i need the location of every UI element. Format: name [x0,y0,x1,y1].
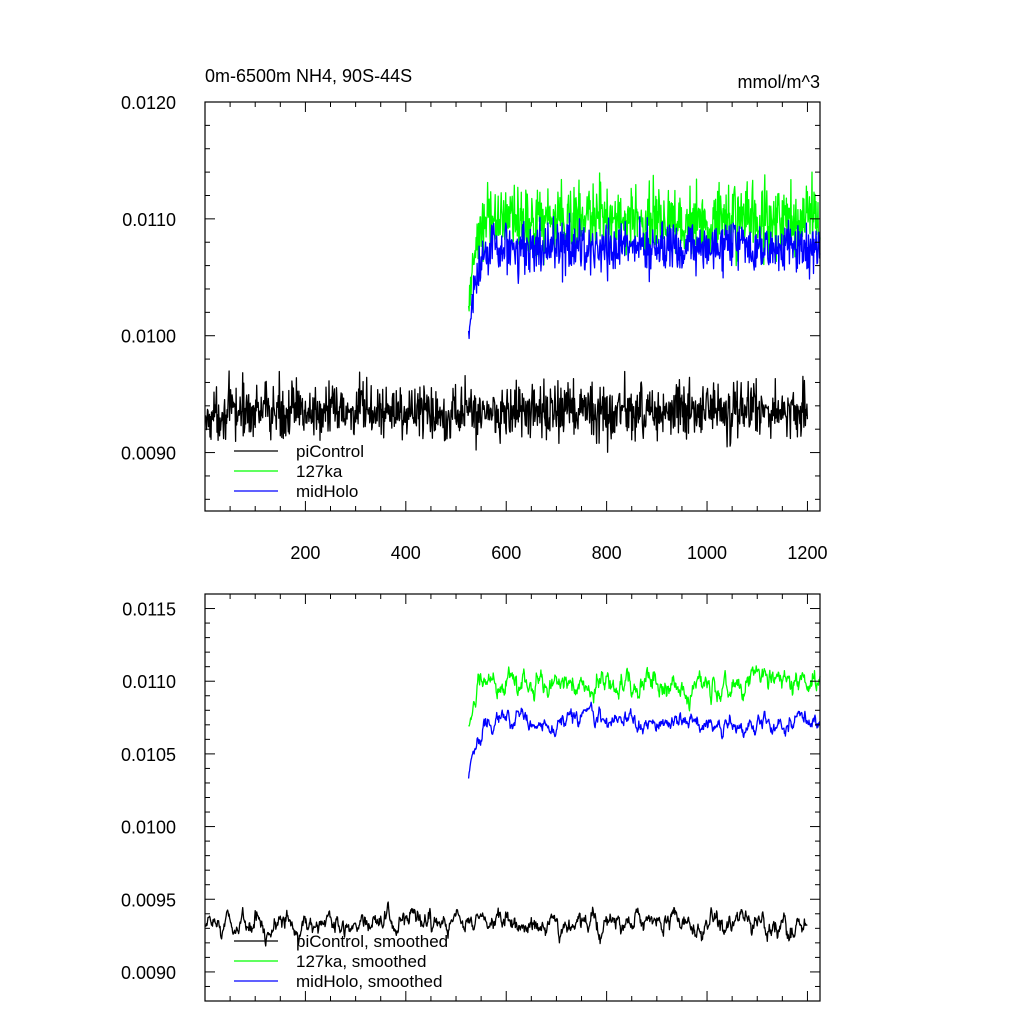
y-tick-label: 0.0110 [122,672,176,692]
legend-label: midHolo, smoothed [296,972,442,991]
top-panel: 200 400 600 800 1000 1200 0.0090 0.0100 0.0110 0.… [121,66,828,563]
series-line-midholo [467,212,821,340]
y-tick-label: 0.0090 [121,444,176,464]
y-tick-label: 0.0115 [122,600,176,620]
y-tick-label: 0.0090 [121,963,176,983]
units-label: mmol/m^3 [738,72,820,92]
y-tick-label: 0.0120 [121,93,176,113]
y-tick-label: 0.0095 [121,890,176,910]
legend-label: 127ka [296,462,343,481]
x-tick-label: 1200 [787,543,827,563]
chart-title: 0m-6500m NH4, 90S-44S [205,66,412,86]
series-line-picontrol [204,370,809,453]
y-tick-label: 0.0110 [122,210,176,230]
legend-label: midHolo [296,482,358,501]
plot-frame [204,101,821,512]
x-tick-label: 400 [391,543,421,563]
y-tick-label: 0.0100 [121,818,176,838]
series-line-picontrol-smoothed [204,901,808,947]
series-line-midholo-smoothed [467,701,821,779]
y-tick-label: 0.0105 [121,745,176,765]
series-line-127ka [467,171,821,312]
bottom-panel: 0.0090 0.0095 0.0100 0.0105 0.0110 0.0115 piCo… [121,593,821,1002]
x-tick-label: 600 [491,543,521,563]
x-tick-label: 1000 [687,543,727,563]
series-line-127ka-smoothed [468,665,821,727]
legend-label: 127ka, smoothed [296,952,426,971]
x-tick-label: 800 [592,543,622,563]
x-tick-label: 200 [290,543,320,563]
legend-label: piControl, smoothed [296,932,448,951]
y-tick-label: 0.0100 [121,327,176,347]
legend-label: piControl [296,442,364,461]
